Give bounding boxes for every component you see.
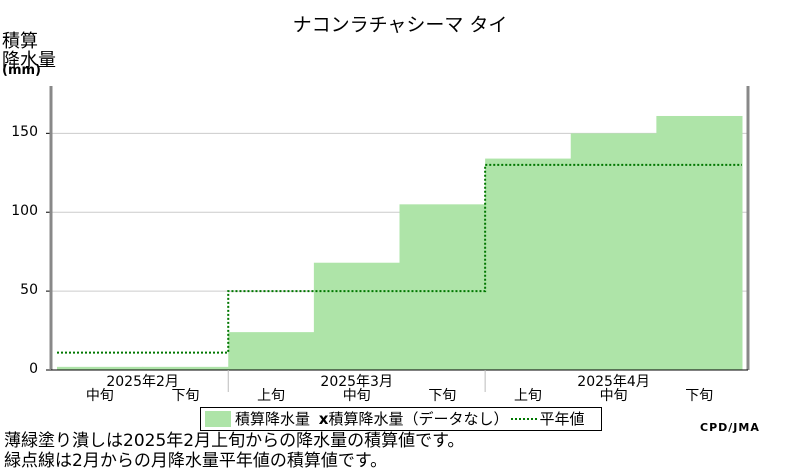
bar-accumulated-precipitation [57, 366, 144, 370]
note-line-1: 薄緑塗り潰しは2025年2月上旬からの降水量の積算値です。 [4, 431, 465, 451]
x-dekad-label: 中旬 [342, 388, 371, 404]
y-axis-label-line2: 降水量 [2, 50, 56, 71]
bar-accumulated-precipitation [570, 133, 657, 370]
legend-item-normal: 平年値 [539, 410, 585, 428]
y-tick-label: 150 [11, 124, 38, 141]
y-tick-label: 0 [29, 361, 38, 377]
bar-accumulated-precipitation [313, 262, 400, 370]
x-dekad-label: 中旬 [599, 388, 628, 404]
normal-precipitation-line [57, 163, 742, 354]
bar-accumulated-precipitation [656, 115, 743, 370]
x-month-label: 2025年4月 [577, 374, 650, 390]
x-month-label: 2025年3月 [320, 374, 393, 390]
y-tick-label: 100 [11, 203, 38, 220]
x-dekad-label: 下旬 [685, 388, 714, 404]
x-dekad-label: 中旬 [85, 388, 114, 404]
legend-line-normal [510, 418, 537, 420]
bar-accumulated-precipitation [228, 332, 315, 370]
chart-title: ナコンラチャシーマ タイ [292, 14, 508, 36]
legend-item-accumulated: 積算降水量 [235, 410, 311, 428]
x-dekad-label: 上旬 [513, 388, 542, 404]
x-dekad-label: 上旬 [257, 388, 286, 404]
bar-accumulated-precipitation [142, 366, 229, 370]
y-axis-label-line1: 積算 [2, 31, 38, 52]
bar-accumulated-precipitation [399, 204, 486, 370]
legend: 積算降水量 x積算降水量（データなし） 平年値 [200, 407, 602, 431]
x-month-label: 2025年2月 [106, 374, 179, 390]
legend-swatch-accumulated [205, 411, 231, 427]
bar-accumulated-precipitation [485, 158, 572, 370]
y-axis-unit: (mm) [2, 63, 41, 78]
x-dekad-label: 下旬 [171, 388, 200, 404]
y-tick-label: 50 [20, 282, 38, 299]
x-dekad-label: 下旬 [428, 388, 457, 404]
credit: CPD/JMA [700, 421, 760, 434]
legend-item-no-data: 積算降水量（データなし） [328, 410, 509, 428]
legend-marker-no-data: x [318, 410, 329, 428]
note-line-2: 緑点線は2月からの月降水量平年値の積算値です。 [4, 451, 388, 471]
